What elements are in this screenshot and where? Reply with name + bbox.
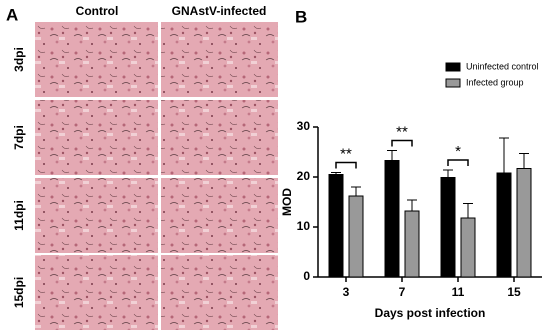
error-bar	[407, 199, 417, 211]
error-bar	[387, 150, 397, 161]
histology-image	[35, 178, 158, 253]
error-bar	[443, 169, 453, 178]
bar	[460, 217, 476, 278]
row-label: 3dpi	[12, 47, 26, 72]
histology-image	[161, 22, 278, 97]
bar	[404, 210, 420, 278]
row-label: 11dpi	[12, 200, 26, 231]
y-tick-label: 20	[297, 169, 311, 183]
x-tick-label: 3	[343, 285, 350, 299]
bar	[496, 172, 512, 278]
x-tick-label: 7	[399, 285, 406, 299]
legend-label: Infected group	[466, 77, 524, 87]
histology-image	[35, 100, 158, 175]
significance-label: **	[396, 123, 408, 140]
bar	[516, 168, 532, 278]
error-bar	[463, 203, 473, 218]
error-bar	[519, 153, 529, 169]
legend-swatch	[445, 78, 461, 88]
bar	[440, 177, 456, 278]
y-tick-label: 10	[297, 219, 311, 233]
histology-image	[35, 255, 158, 330]
y-tick-label: 0	[303, 269, 310, 283]
bar	[348, 195, 364, 278]
significance-label: *	[455, 143, 461, 160]
y-axis-label: MOD	[280, 188, 294, 216]
column-label: Control	[76, 4, 119, 18]
bar	[384, 160, 400, 278]
y-tick-label: 30	[297, 119, 311, 133]
legend-label: Uninfected control	[466, 61, 539, 71]
error-bar	[499, 137, 509, 173]
histology-image	[161, 178, 278, 253]
column-label: GNAstV-infected	[172, 4, 267, 18]
bar	[328, 174, 344, 278]
legend-swatch	[445, 62, 461, 72]
significance-bracket	[447, 159, 469, 166]
row-label: 15dpi	[12, 277, 26, 308]
histology-image	[161, 100, 278, 175]
panel-label: B	[295, 7, 307, 26]
error-bar	[351, 186, 361, 196]
error-bar	[331, 172, 341, 175]
significance-bracket	[391, 139, 413, 147]
row-label: 7dpi	[12, 125, 26, 150]
significance-bracket	[335, 161, 357, 169]
x-tick-label: 11	[452, 285, 465, 299]
panel-label: A	[6, 5, 18, 24]
histology-image	[35, 22, 158, 97]
significance-label: **	[340, 145, 352, 162]
histology-image	[161, 255, 278, 330]
x-axis-label: Days post infection	[375, 306, 486, 320]
x-tick-label: 15	[507, 285, 521, 299]
